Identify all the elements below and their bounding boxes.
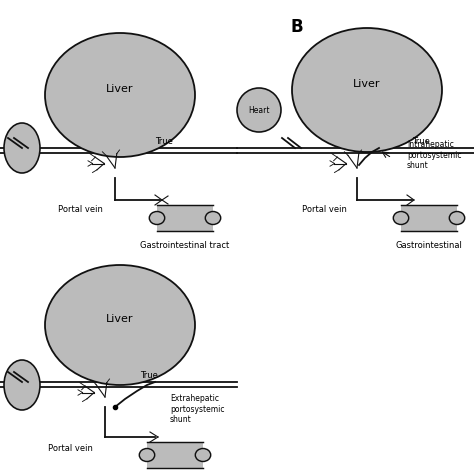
Ellipse shape (139, 448, 155, 462)
Ellipse shape (4, 123, 40, 173)
Ellipse shape (195, 448, 211, 462)
Text: B: B (291, 18, 303, 36)
Text: Portal vein: Portal vein (48, 444, 93, 453)
Text: Liver: Liver (106, 84, 134, 94)
Bar (157, 205, 213, 231)
Ellipse shape (393, 211, 409, 225)
Text: Gastrointestinal tract: Gastrointestinal tract (140, 241, 229, 250)
Ellipse shape (45, 265, 195, 385)
Text: Gastrointestinal: Gastrointestinal (396, 241, 463, 250)
Text: True: True (155, 137, 173, 146)
Text: Heart: Heart (248, 106, 270, 115)
Text: Portal vein: Portal vein (302, 205, 347, 214)
Text: Portal vein: Portal vein (58, 205, 103, 214)
Text: Extrahepatic
portosystemic
shunt: Extrahepatic portosystemic shunt (170, 394, 225, 424)
Ellipse shape (45, 33, 195, 157)
Ellipse shape (4, 360, 40, 410)
Bar (401, 205, 457, 231)
Text: Liver: Liver (353, 79, 381, 89)
Text: Liver: Liver (106, 314, 134, 324)
Text: True: True (412, 137, 430, 146)
Ellipse shape (149, 211, 164, 225)
Ellipse shape (205, 211, 221, 225)
Text: Intrahepatic
portosystemic
shunt: Intrahepatic portosystemic shunt (407, 140, 462, 170)
Circle shape (237, 88, 281, 132)
Bar (147, 442, 203, 468)
Text: True: True (140, 371, 158, 380)
Ellipse shape (292, 28, 442, 152)
Ellipse shape (449, 211, 465, 225)
